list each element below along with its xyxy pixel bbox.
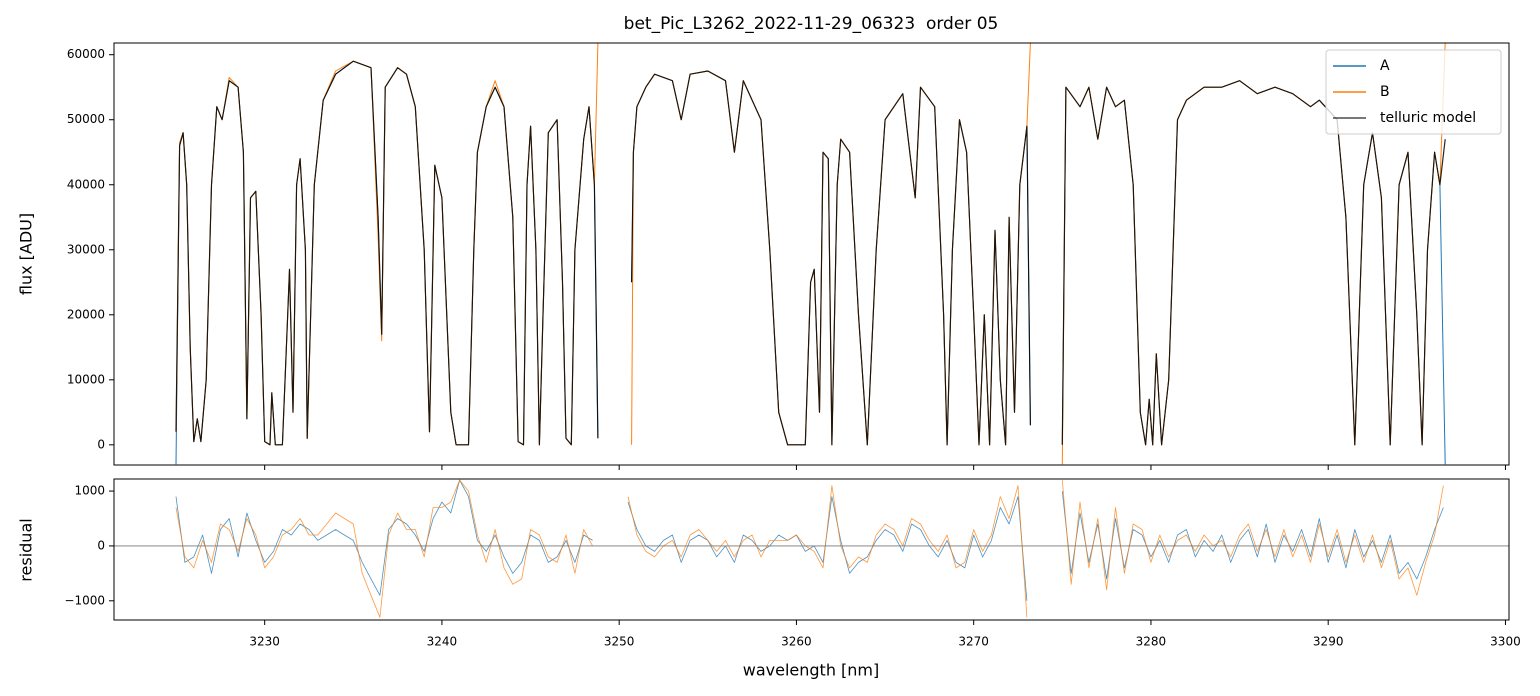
y-tick-label: −1000 <box>64 593 105 607</box>
legend-label: telluric model <box>1380 110 1476 126</box>
y-tick-label: 50000 <box>67 112 105 126</box>
y-tick-label: 10000 <box>67 372 105 386</box>
x-tick-label: 3240 <box>427 635 458 649</box>
legend-box <box>1325 49 1502 135</box>
y-axis-label: flux [ADU] <box>17 213 36 295</box>
axes-frame <box>113 42 1510 466</box>
legend-label: B <box>1380 84 1390 100</box>
axes-frame <box>113 478 1510 621</box>
x-tick-label: 3260 <box>781 635 812 649</box>
y-tick-label: 40000 <box>67 177 105 191</box>
y-tick-label: 0 <box>97 437 105 451</box>
series-line <box>175 43 1446 465</box>
series-line <box>175 60 1446 465</box>
x-tick-label: 3280 <box>1136 635 1167 649</box>
y-tick-label: 1000 <box>74 484 105 498</box>
y-axis-label: residual <box>17 518 36 581</box>
y-tick-label: 60000 <box>67 47 105 61</box>
x-axis-label: wavelength [nm] <box>743 661 880 680</box>
x-tick-label: 3250 <box>604 635 635 649</box>
legend-label: A <box>1380 58 1390 74</box>
chart-title: bet_Pic_L3262_2022-11-29_06323 order 05 <box>624 14 999 34</box>
y-tick-label: 20000 <box>67 307 105 321</box>
series-line <box>175 60 1446 446</box>
series-line <box>175 479 1444 618</box>
y-tick-label: 0 <box>97 538 105 552</box>
plot-area <box>175 43 1446 465</box>
x-tick-label: 3300 <box>1490 635 1521 649</box>
plot-area <box>175 479 1444 618</box>
x-tick-label: 3290 <box>1313 635 1344 649</box>
x-tick-label: 3270 <box>958 635 989 649</box>
x-tick-label: 3230 <box>249 635 280 649</box>
y-tick-label: 30000 <box>67 242 105 256</box>
